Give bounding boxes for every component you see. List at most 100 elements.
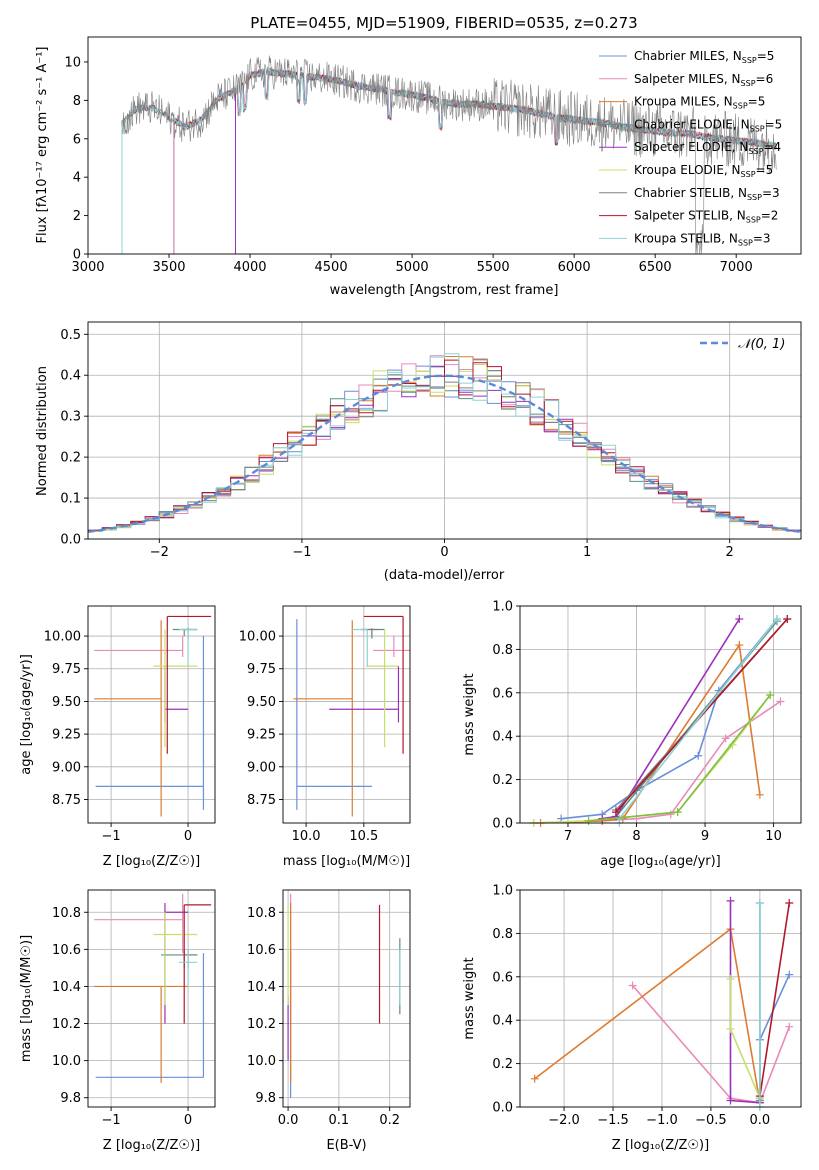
y-tick-label: 8 — [73, 94, 81, 109]
x-tick-label: 0 — [184, 829, 192, 844]
spectrum-panel: PLATE=0455, MJD=51909, FIBERID=0535, z=0… — [35, 14, 802, 298]
age-vs-metallicity-panel: −1 0 8.75 9.00 9.25 9.50 9.75 10.00 Z [log₁₀(Z/Z… — [19, 605, 216, 869]
y-tick-label: 0.8 — [492, 927, 513, 942]
x-tick-label: 6500 — [639, 260, 672, 275]
legend-label: Salpeter STELIB, NSSP=2 — [634, 209, 778, 225]
histogram-x-axis-label: (data-model)/error — [384, 568, 505, 583]
y-tick-label: 10.00 — [44, 630, 81, 645]
x-tick-label: 0.0 — [750, 1113, 771, 1128]
series-marker — [584, 816, 593, 825]
x-axis-label: Z [log₁₀(Z/Z☉)] — [103, 1138, 200, 1153]
legend-label: Kroupa ELODIE, NSSP=5 — [634, 163, 773, 179]
series-marker — [726, 896, 735, 905]
x-tick-label: 3000 — [71, 260, 104, 275]
series-line — [533, 700, 781, 824]
y-tick-label: 10 — [64, 55, 81, 70]
series-marker — [785, 899, 794, 908]
y-tick-label: 0.3 — [60, 410, 81, 425]
legend-label: Kroupa MILES, NSSP=5 — [634, 95, 765, 111]
mass-vs-metallicity-panel: −1 0 9.8 10.0 10.2 10.4 10.6 10.8 Z [log₁₀(Z/Z☉)… — [19, 889, 216, 1153]
y-tick-label: 6 — [73, 132, 81, 147]
normal-distribution-curve — [87, 374, 802, 533]
legend-label: Kroupa STELIB, NSSP=3 — [634, 231, 771, 247]
y-tick-label: 10.2 — [247, 1017, 276, 1032]
y-tick-label: 9.00 — [247, 760, 276, 775]
y-tick-label: 9.00 — [52, 760, 81, 775]
histogram-plot-area — [87, 353, 802, 534]
y-tick-label: 8.75 — [247, 793, 276, 808]
series-marker — [773, 615, 782, 624]
y-tick-label: 9.8 — [255, 1091, 276, 1106]
series-marker — [726, 1096, 735, 1105]
histogram-y-axis-label: Normed distribution — [35, 366, 50, 496]
y-tick-label: 1.0 — [492, 884, 513, 899]
histogram-step-line — [87, 359, 802, 533]
x-tick-label: 0.0 — [278, 1113, 299, 1128]
x-tick-label: 2 — [726, 545, 734, 560]
x-tick-label: 6000 — [558, 260, 591, 275]
y-tick-label: 9.50 — [52, 695, 81, 710]
series-line — [631, 984, 791, 1104]
series-marker — [611, 808, 620, 817]
y-tick-label: 10.6 — [52, 943, 81, 958]
y-tick-label: 9.50 — [247, 695, 276, 710]
y-tick-label: 9.75 — [52, 662, 81, 677]
series-line — [540, 642, 761, 824]
series-marker — [721, 734, 730, 743]
series-marker — [530, 1074, 539, 1083]
series-marker — [755, 790, 764, 799]
y-tick-label: 0.0 — [60, 533, 81, 548]
series-marker — [735, 641, 744, 650]
y-tick-label: 9.8 — [60, 1091, 81, 1106]
x-tick-label: −1 — [292, 545, 311, 560]
x-axis-label: E(B-V) — [326, 1138, 366, 1153]
x-tick-label: 7000 — [720, 260, 753, 275]
series-marker — [785, 970, 794, 979]
series-marker — [735, 615, 744, 624]
y-tick-label: 0.6 — [492, 970, 513, 985]
x-tick-label: 4000 — [233, 260, 266, 275]
y-tick-label: 10.4 — [247, 980, 276, 995]
x-axis-label: mass [log₁₀(M/M☉)] — [283, 854, 410, 869]
series-marker — [666, 810, 675, 819]
x-tick-label: −2.0 — [548, 1113, 580, 1128]
x-tick-label: 0 — [184, 1113, 192, 1128]
y-axis-label: mass weight — [462, 957, 477, 1039]
legend-label: Chabrier STELIB, NSSP=3 — [634, 186, 780, 202]
x-tick-label: 10 — [765, 829, 782, 844]
x-tick-label: 10.5 — [349, 829, 378, 844]
mass-weight-vs-age-panel: 7 8 9 10 0.0 0.2 0.4 0.6 0.8 1.0 age [log₁₀(age/yr… — [462, 600, 802, 869]
y-tick-label: 10.00 — [239, 630, 276, 645]
axes-frame — [282, 889, 411, 1108]
x-tick-label: −1.5 — [597, 1113, 629, 1128]
series-marker — [694, 751, 703, 760]
y-tick-label: 0.2 — [492, 1057, 513, 1072]
x-tick-label: −0.5 — [695, 1113, 727, 1128]
spectrum-ticks: 3000 3500 4000 4500 5000 5500 6000 6500 7000 0 2 4 6… — [64, 55, 752, 275]
observed-spectrum-line — [122, 55, 777, 255]
y-tick-label: 0.0 — [492, 817, 513, 832]
series-marker — [628, 981, 637, 990]
y-axis-label: age [log₁₀(age/yr)] — [19, 654, 34, 775]
series-marker — [726, 974, 735, 983]
y-axis-label: mass [log₁₀(M/M☉)] — [19, 935, 34, 1062]
x-tick-label: 1 — [583, 545, 591, 560]
y-tick-label: 10.8 — [247, 906, 276, 921]
series-marker — [673, 808, 682, 817]
y-tick-label: 10.0 — [52, 1054, 81, 1069]
axes-frame — [87, 605, 216, 824]
axes-frame — [519, 889, 802, 1108]
x-tick-label: 10.0 — [292, 829, 321, 844]
x-tick-label: 0.2 — [379, 1113, 400, 1128]
y-tick-label: 0.5 — [60, 328, 81, 343]
y-tick-label: 8.75 — [52, 793, 81, 808]
axes-frame — [519, 605, 802, 824]
y-tick-label: 0.0 — [492, 1101, 513, 1116]
y-tick-label: 0.4 — [492, 730, 513, 745]
x-tick-label: 3500 — [152, 260, 185, 275]
x-tick-label: −1 — [102, 1113, 121, 1128]
x-axis-label: age [log₁₀(age/yr)] — [600, 854, 721, 869]
spectrum-plot-area — [121, 55, 778, 255]
residual-histogram-panel: −2 −1 0 1 2 0.0 0.1 0.2 0.3 0.4 0.5 (data-model)/e… — [35, 321, 802, 583]
